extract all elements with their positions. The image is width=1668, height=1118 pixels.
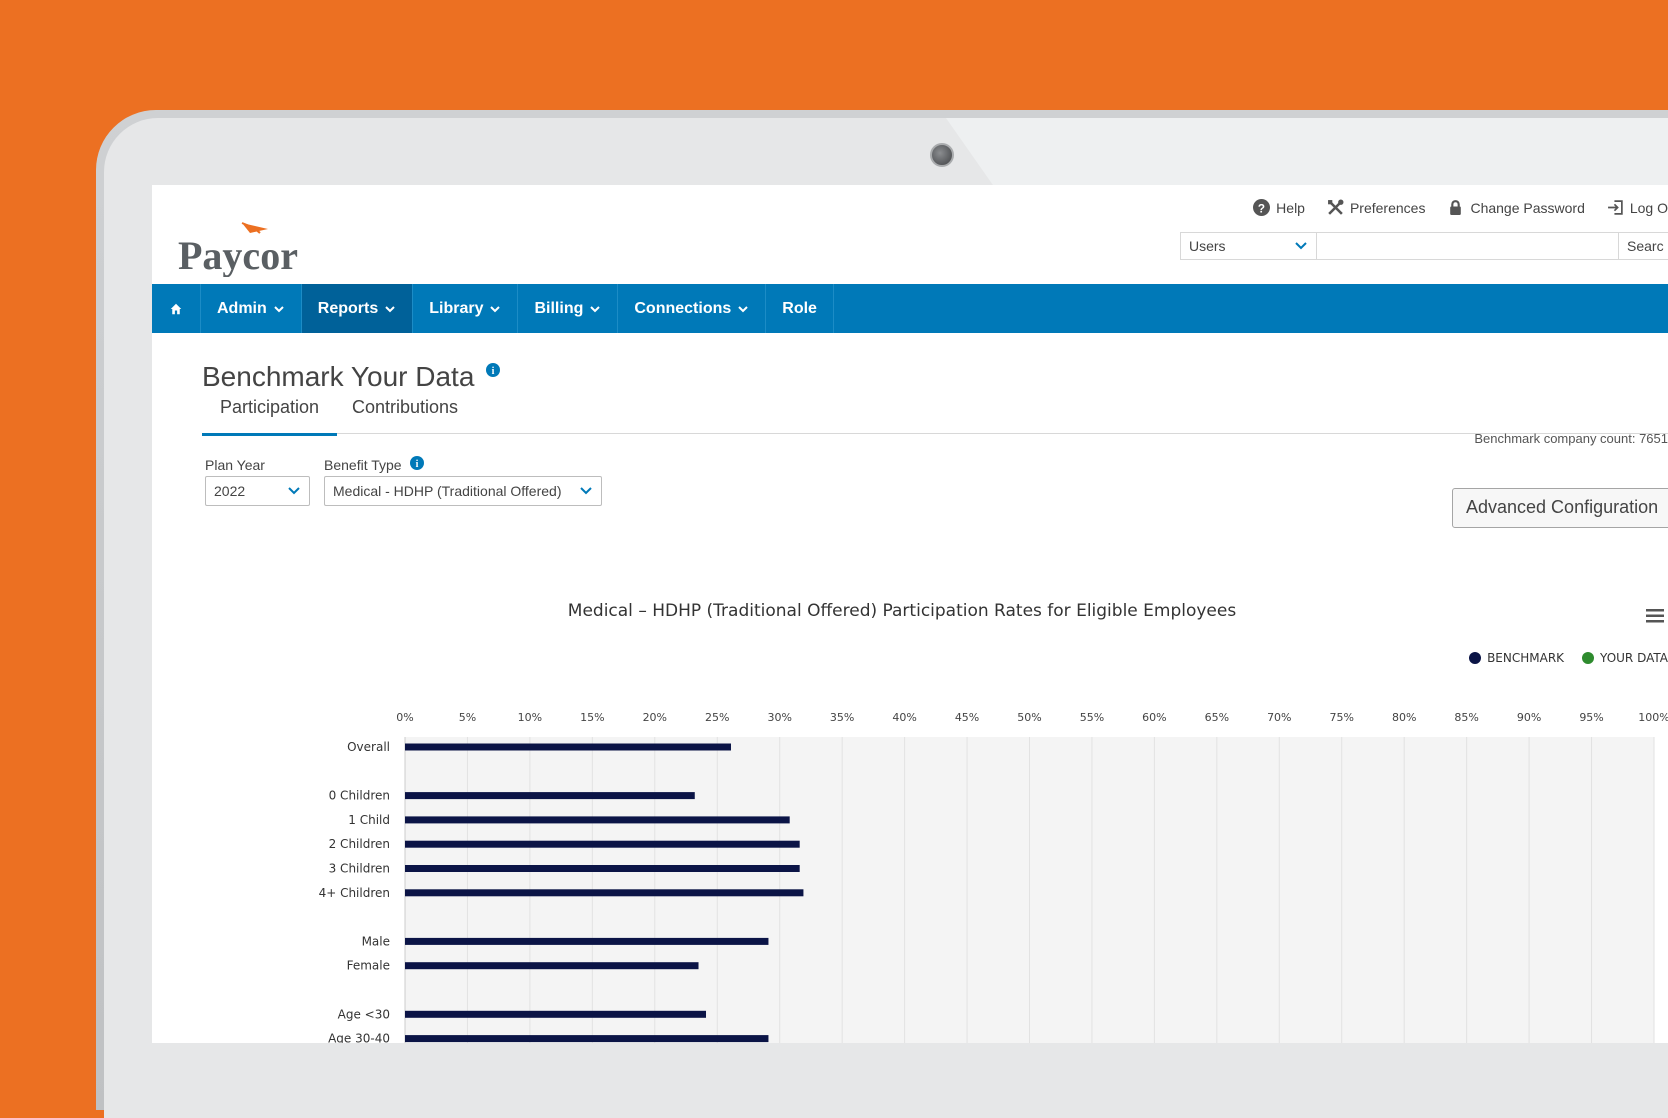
tools-icon — [1328, 199, 1344, 215]
benchmark-dot-icon — [1469, 652, 1482, 664]
logout-icon — [1607, 200, 1623, 215]
chevron-down-icon — [1295, 242, 1307, 250]
x-tick-label: 40% — [892, 711, 916, 724]
plan-year-label: Plan Year — [205, 457, 265, 473]
plan-year-select[interactable]: 2022 — [205, 476, 310, 506]
main-nav: Admin Reports Library Billing Connection… — [152, 284, 1668, 333]
x-tick-label: 15% — [580, 711, 604, 724]
page-title: Benchmark Your Data — [202, 361, 475, 392]
x-tick-label: 50% — [1017, 711, 1041, 724]
category-label: 1 Child — [348, 813, 390, 827]
x-tick-label: 95% — [1579, 711, 1603, 724]
change-password-link[interactable]: Change Password — [1447, 199, 1585, 216]
x-tick-label: 0% — [396, 711, 413, 724]
lock-icon — [1450, 200, 1462, 215]
x-tick-label: 35% — [830, 711, 854, 724]
info-icon[interactable]: i — [410, 456, 424, 470]
benchmark-bar[interactable] — [405, 840, 800, 848]
x-tick-label: 65% — [1205, 711, 1229, 724]
nav-role[interactable]: Role — [766, 284, 834, 333]
x-tick-label: 90% — [1517, 711, 1541, 724]
chevron-down-icon — [590, 305, 601, 312]
help-link[interactable]: ? Help — [1253, 199, 1305, 216]
participation-chart: 0% 5% 10% 15% 20% 25% 30% 35% 40% 45% 50% 55% 60% 65%… — [319, 711, 1668, 1043]
category-label: Age 30-40 — [328, 1032, 390, 1043]
x-tick-label: 60% — [1142, 711, 1166, 724]
svg-text:i: i — [492, 366, 495, 377]
webcam-icon — [930, 143, 954, 167]
benchmark-bar[interactable] — [405, 743, 731, 751]
category-label: 3 Children — [329, 862, 390, 876]
x-tick-label: 25% — [705, 711, 729, 724]
x-tick-label: 5% — [459, 711, 476, 724]
benchmark-bar[interactable] — [405, 889, 804, 897]
home-icon — [170, 303, 182, 314]
app-screen: Paycor ? Help Preferences Change Passwor… — [152, 185, 1668, 1043]
x-tick-label: 85% — [1454, 711, 1478, 724]
paycor-logo[interactable]: Paycor — [176, 217, 336, 277]
x-tick-label: 45% — [955, 711, 979, 724]
global-search: Users Searc — [1180, 232, 1668, 262]
x-tick-label: 80% — [1392, 711, 1416, 724]
benefit-type-select[interactable]: Medical - HDHP (Traditional Offered) — [324, 476, 602, 506]
tab-participation[interactable]: Participation — [202, 395, 337, 436]
preferences-link[interactable]: Preferences — [1327, 199, 1425, 216]
benefit-type-label: Benefit Type — [324, 457, 402, 473]
category-label: 2 Children — [329, 837, 390, 851]
tab-contributions[interactable]: Contributions — [352, 397, 459, 417]
nav-home[interactable] — [152, 284, 201, 333]
x-tick-label: 100% — [1638, 711, 1668, 724]
category-label: Male — [362, 934, 390, 948]
tab-bar: Participation Contributions — [202, 391, 1668, 436]
benchmark-bar[interactable] — [405, 865, 800, 872]
advanced-configuration-button[interactable]: Advanced Configuration — [1452, 488, 1668, 528]
nav-connections[interactable]: Connections — [618, 284, 767, 333]
info-icon[interactable]: i — [486, 363, 500, 377]
help-icon: ? — [1253, 199, 1271, 216]
legend-benchmark[interactable]: BENCHMARK — [1469, 651, 1564, 665]
chart-menu-icon[interactable] — [1646, 609, 1664, 623]
search-input[interactable] — [1316, 232, 1619, 260]
benchmark-bar[interactable] — [405, 1010, 707, 1018]
category-label: Overall — [347, 740, 390, 754]
category-label: 4+ Children — [319, 886, 390, 900]
svg-text:?: ? — [1258, 202, 1265, 215]
top-links: ? Help Preferences Change Password Log O — [1253, 199, 1668, 216]
search-scope-select[interactable]: Users — [1180, 232, 1316, 260]
benchmark-bar[interactable] — [405, 937, 769, 945]
category-label: Age <30 — [338, 1007, 390, 1021]
chevron-down-icon — [288, 487, 300, 495]
benchmark-bar[interactable] — [405, 1035, 769, 1043]
nav-reports[interactable]: Reports — [301, 284, 414, 333]
nav-admin[interactable]: Admin — [201, 284, 302, 333]
benchmark-bar[interactable] — [405, 962, 699, 970]
x-tick-label: 20% — [643, 711, 667, 724]
nav-library[interactable]: Library — [413, 284, 519, 333]
chart-legend: BENCHMARK YOUR DATA — [1469, 651, 1668, 665]
logout-link[interactable]: Log O — [1607, 199, 1668, 216]
your-data-dot-icon — [1582, 652, 1595, 664]
x-tick-label: 70% — [1267, 711, 1291, 724]
chevron-down-icon — [738, 305, 748, 312]
category-label: Female — [347, 959, 390, 973]
benchmark-bar[interactable] — [405, 816, 790, 824]
chevron-down-icon — [490, 305, 501, 312]
nav-billing[interactable]: Billing — [518, 284, 619, 333]
x-tick-label: 75% — [1330, 711, 1354, 724]
benchmark-bar[interactable] — [405, 792, 695, 800]
chevron-down-icon — [274, 305, 284, 312]
svg-text:Paycor: Paycor — [178, 233, 298, 277]
x-tick-label: 55% — [1080, 711, 1104, 724]
chart-title: Medical – HDHP (Traditional Offered) Par… — [567, 601, 1237, 621]
x-tick-label: 10% — [518, 711, 542, 724]
legend-your-data[interactable]: YOUR DATA — [1582, 651, 1668, 665]
search-button[interactable]: Searc — [1619, 232, 1668, 260]
chevron-down-icon — [580, 487, 592, 495]
category-label: 0 Children — [329, 789, 390, 803]
benchmark-company-count: Benchmark company count: 7651 — [1474, 431, 1668, 446]
chevron-down-icon — [385, 305, 395, 312]
x-tick-label: 30% — [767, 711, 791, 724]
svg-text:i: i — [416, 459, 419, 470]
